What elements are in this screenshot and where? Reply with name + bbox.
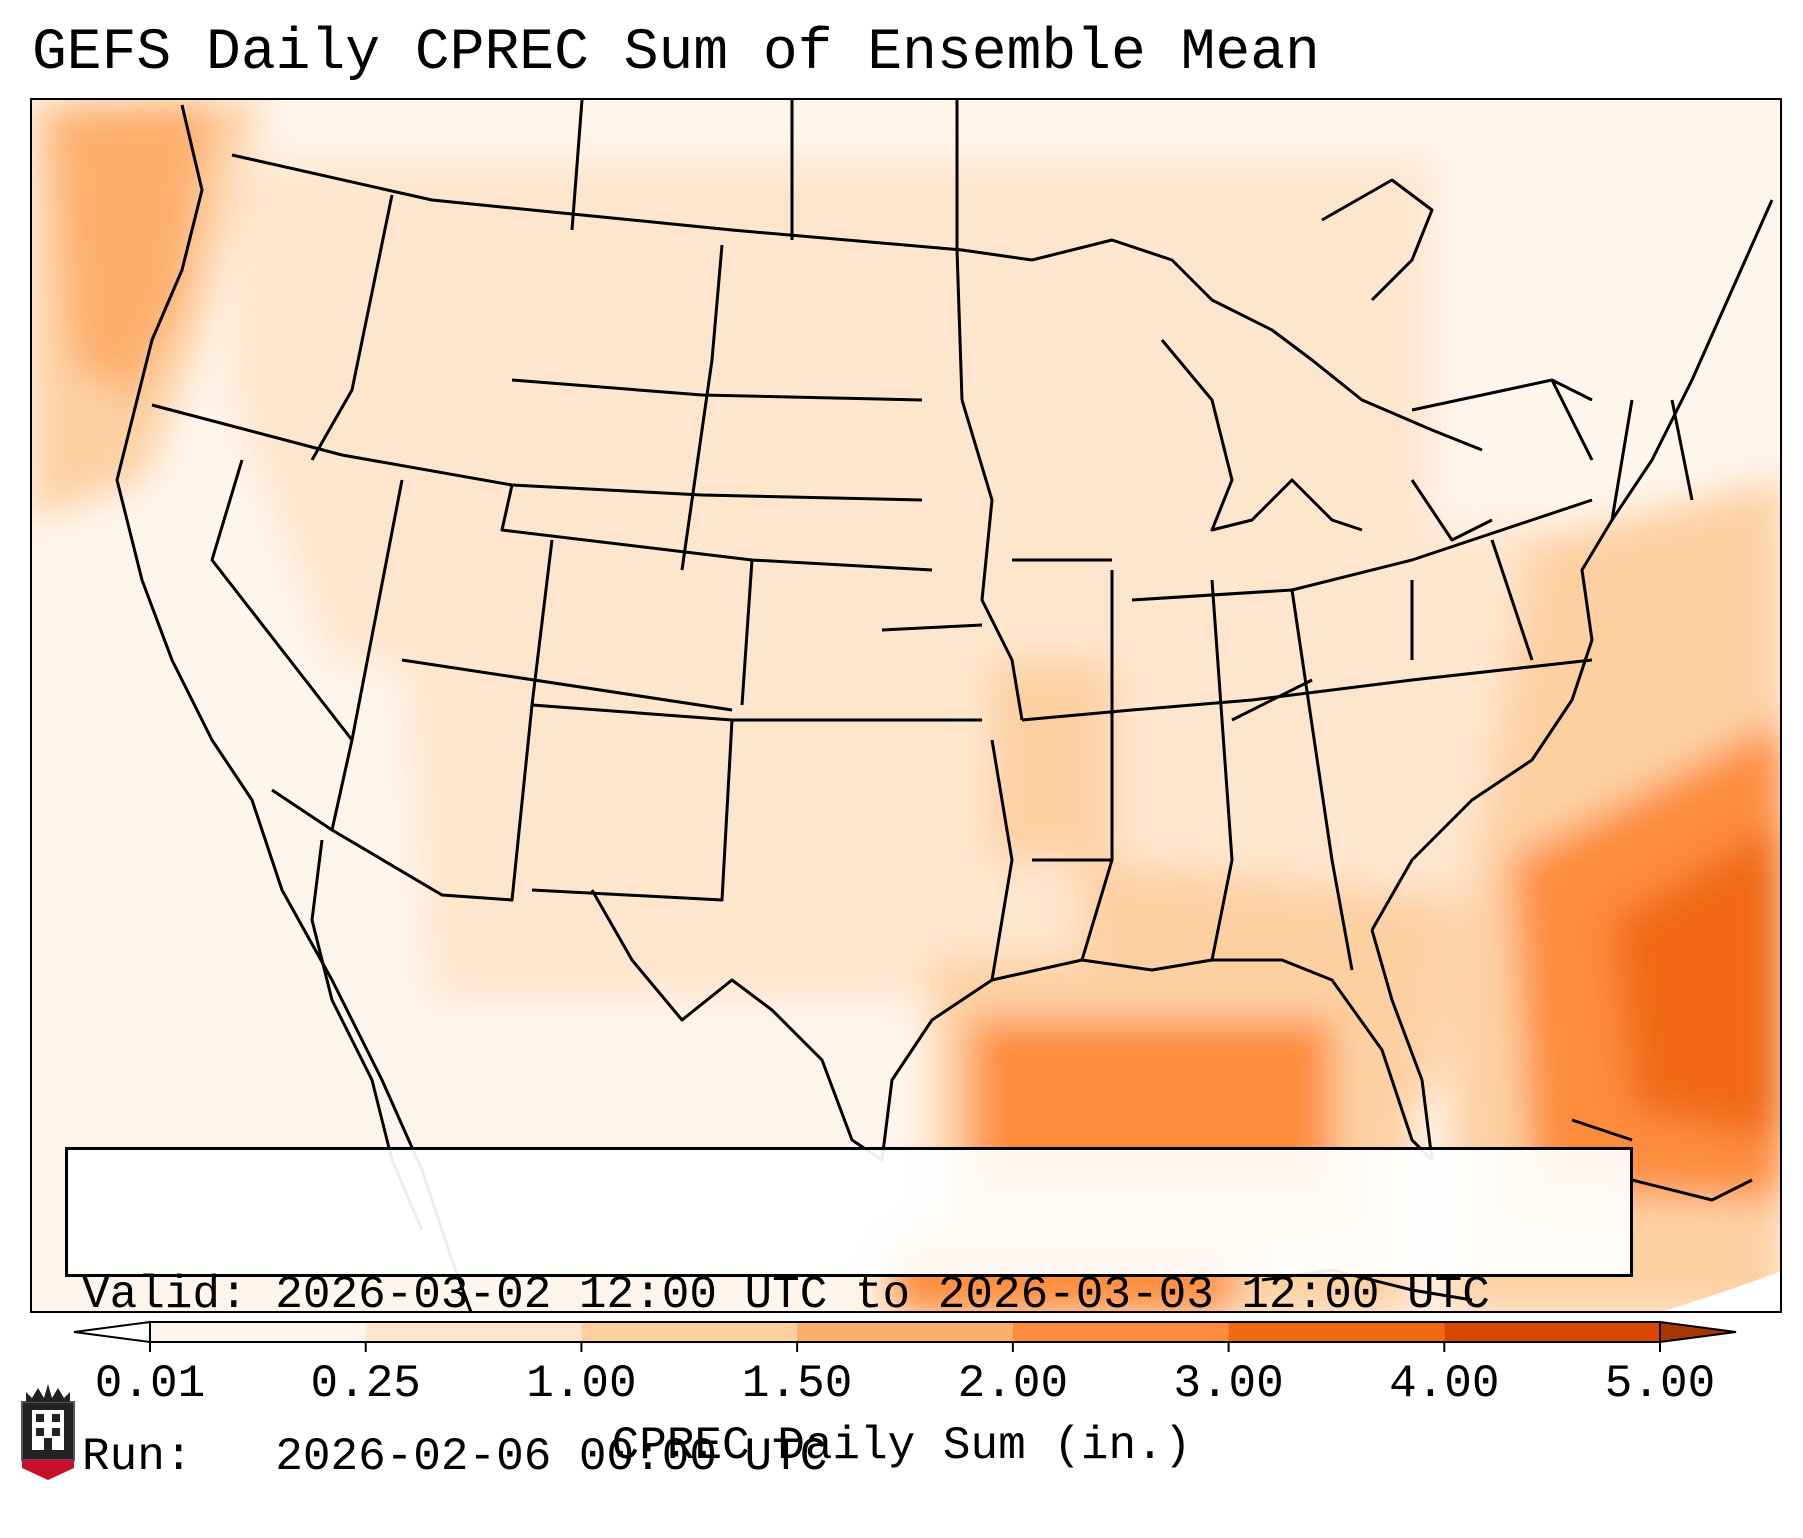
- valid-run-infobox: Valid: 2026-03-02 12:00 UTC to 2026-03-0…: [65, 1147, 1633, 1483]
- state-boundaries: [115, 100, 1774, 1311]
- colorbar-segment: [365, 1322, 582, 1342]
- colorbar-tick-label: 3.00: [1173, 1358, 1284, 1410]
- precipitation-map: [30, 98, 1782, 1313]
- colorbar-tick-label: 5.00: [1604, 1358, 1716, 1410]
- colorbar: [73, 1320, 1737, 1352]
- run-label: Run:: [82, 1431, 193, 1483]
- colorbar-tick-label: 0.01: [94, 1358, 206, 1410]
- colorbar-segment: [1228, 1322, 1445, 1342]
- colorbar-label: CPREC Daily Sum (in.): [611, 1420, 1192, 1472]
- colorbar-segment: [1444, 1322, 1660, 1342]
- colorbar-extend-high: [1659, 1320, 1737, 1344]
- colorbar-segment: [1012, 1322, 1229, 1342]
- colorbar-tick-label: 1.00: [526, 1358, 637, 1410]
- run-value: 2026-02-06 00:00 UTC: [275, 1431, 828, 1483]
- colorbar-tick-label: 1.50: [741, 1358, 853, 1410]
- colorbar-tick-label: 4.00: [1389, 1358, 1500, 1410]
- niu-logo: [21, 1384, 75, 1480]
- colorbar-segment: [797, 1322, 1013, 1342]
- valid-label: Valid:: [82, 1269, 248, 1321]
- valid-row: Valid: 2026-03-02 12:00 UTC to 2026-03-0…: [82, 1268, 1616, 1322]
- colorbar-segment: [150, 1322, 366, 1342]
- colorbar-segment: [581, 1322, 798, 1342]
- colorbar-extend-low: [73, 1320, 151, 1344]
- colorbar-outline: [149, 1321, 1661, 1343]
- valid-value: 2026-03-02 12:00 UTC to 2026-03-03 12:00…: [275, 1269, 1490, 1321]
- colorbar-tick-label: 0.25: [310, 1358, 421, 1410]
- run-row: Run: 2026-02-06 00:00 UTC: [82, 1430, 1616, 1484]
- colorbar-tick-label: 2.00: [957, 1358, 1069, 1410]
- map-canvas: [32, 100, 1780, 1311]
- map-title: GEFS Daily CPREC Sum of Ensemble Mean: [32, 21, 1320, 86]
